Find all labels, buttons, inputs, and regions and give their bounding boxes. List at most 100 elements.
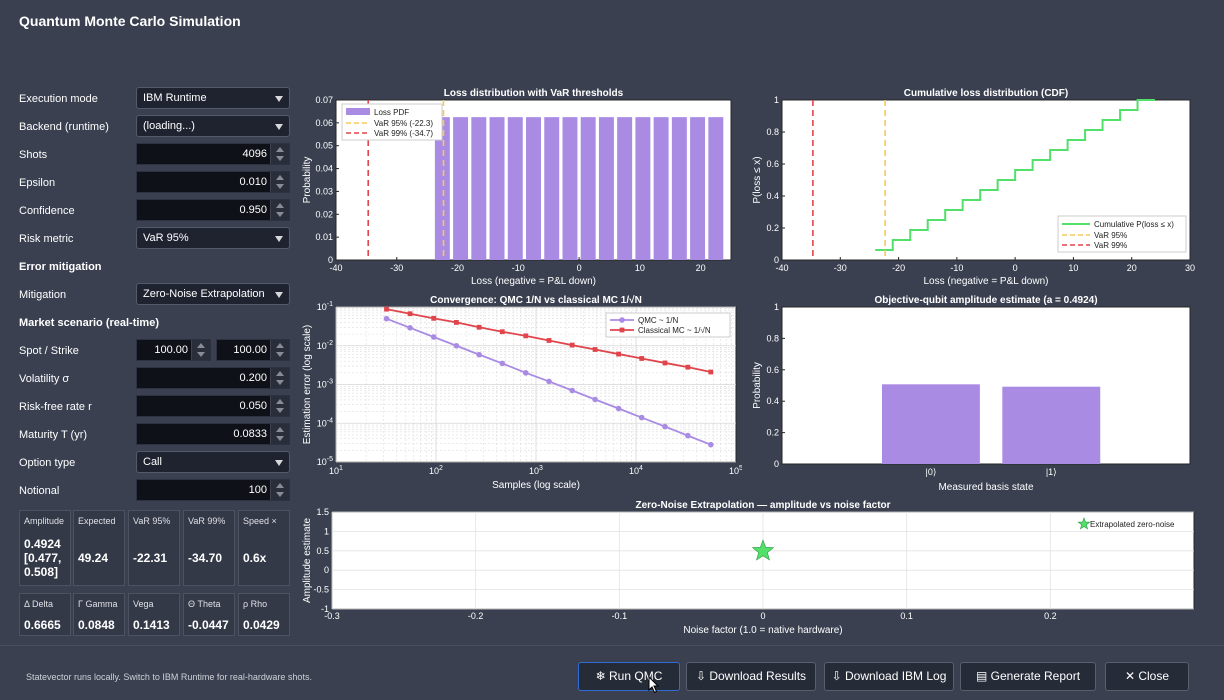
cdf-chart: Cumulative loss distribution (CDF) -40 -30… (752, 88, 1195, 287)
download-ibm-log-button[interactable]: ⇩ Download IBM Log (824, 662, 954, 691)
metric-card-expected: Expected 49.24 (73, 510, 125, 586)
y-tick-label: 0.6 (766, 159, 779, 169)
greek-card-gamma: Γ Gamma 0.0848 (73, 593, 125, 636)
metric-value: 0.6x (243, 551, 267, 565)
bar (471, 117, 487, 260)
notional-value: 100 (248, 484, 267, 496)
data-point (476, 351, 482, 358)
metric-value: -34.70 (188, 551, 223, 565)
spinner-arrows-icon[interactable] (191, 340, 210, 360)
legend-label: Loss PDF (374, 108, 409, 117)
chevron-down-icon (275, 292, 283, 298)
confidence-field[interactable]: 0.950 (136, 199, 290, 221)
execution-mode-select[interactable]: IBM Runtime (136, 87, 290, 109)
x-tick-label: 20 (696, 263, 706, 273)
spinner-arrows-icon[interactable] (270, 480, 289, 500)
spinner-arrows-icon[interactable] (270, 368, 289, 388)
backend-select[interactable]: (loading...) (136, 115, 290, 137)
x-tick-label: -0.3 (324, 611, 340, 621)
data-point (431, 315, 437, 321)
x-tick-label: 10 (635, 263, 645, 273)
chevron-down-icon (275, 124, 283, 130)
greek-card-delta: Δ Delta 0.6665 (19, 593, 71, 636)
execution-mode-value: IBM Runtime (143, 92, 207, 104)
data-point (522, 370, 529, 376)
bar (453, 117, 469, 260)
close-button[interactable]: ✕ Close (1105, 662, 1189, 691)
y-tick-label: 10-4 (317, 417, 333, 428)
x-tick-label: 102 (429, 465, 443, 476)
data-point (499, 329, 505, 335)
confidence-value: 0.950 (239, 204, 267, 216)
metric-card-speed: Speed × 0.6x (238, 510, 290, 586)
spinner-arrows-icon[interactable] (270, 340, 289, 360)
risk-free-label: Risk-free rate r (19, 401, 92, 413)
run-qmc-button[interactable]: ❄ Run QMC (578, 662, 680, 691)
data-point (430, 334, 437, 340)
spot-value: 100.00 (154, 344, 188, 356)
option-type-select[interactable]: Call (136, 451, 290, 473)
y-tick-label: -0.5 (313, 585, 329, 595)
error-mitigation-heading: Error mitigation (19, 261, 102, 273)
shots-label: Shots (19, 149, 48, 161)
confidence-label: Confidence (19, 205, 75, 217)
y-tick-label: 10-3 (317, 379, 333, 390)
zne-chart: Zero-Noise Extrapolation — amplitude vs … (302, 500, 1195, 636)
maturity-value: 0.0833 (233, 428, 267, 440)
data-point (546, 378, 552, 385)
chevron-down-icon (275, 236, 283, 242)
y-axis-label: Probability (302, 157, 313, 204)
legend-box (605, 312, 731, 338)
execution-mode-label: Execution mode (19, 93, 98, 105)
bar (617, 117, 633, 260)
x-axis-label: Loss (negative = P&L down) (924, 276, 1049, 287)
spot-field[interactable]: 100.00 (136, 339, 211, 361)
y-tick-label: 1 (774, 302, 779, 312)
metric-label: Speed × (243, 516, 277, 526)
x-tick-label: -30 (390, 263, 403, 273)
notional-field[interactable]: 100 (136, 479, 290, 501)
chart-title: Cumulative loss distribution (CDF) (904, 88, 1068, 99)
shots-field[interactable]: 4096 (136, 143, 290, 165)
download-results-button[interactable]: ⇩ Download Results (686, 662, 816, 691)
risk-metric-select[interactable]: VaR 95% (136, 227, 290, 249)
bar (1002, 386, 1101, 464)
risk-free-field[interactable]: 0.050 (136, 395, 290, 417)
legend-swatch (619, 317, 625, 323)
maturity-field[interactable]: 0.0833 (136, 423, 290, 445)
backend-label: Backend (runtime) (19, 121, 109, 133)
spinner-arrows-icon[interactable] (270, 396, 289, 416)
spinner-arrows-icon[interactable] (270, 424, 289, 444)
spinner-arrows-icon[interactable] (270, 144, 289, 164)
legend-label: VaR 99% (-34.7) (374, 129, 433, 138)
data-point (499, 360, 506, 367)
x-tick-label: 0 (760, 611, 765, 621)
strike-value: 100.00 (233, 344, 267, 356)
data-point (523, 333, 529, 339)
x-tick-label: 104 (629, 465, 643, 476)
volatility-field[interactable]: 0.200 (136, 367, 290, 389)
bar (881, 384, 980, 464)
x-tick-label: -20 (892, 263, 905, 273)
chevron-down-icon (275, 96, 283, 102)
data-point (546, 338, 552, 343)
metric-card-var99: VaR 99% -34.70 (183, 510, 235, 586)
legend-label: Extrapolated zero-noise (1090, 520, 1175, 529)
strike-field[interactable]: 100.00 (216, 339, 290, 361)
spinner-arrows-icon[interactable] (270, 172, 289, 192)
data-point (384, 306, 389, 312)
x-tick-label: 0.2 (1044, 611, 1057, 621)
data-point (592, 396, 598, 403)
x-tick-label: |0⟩ (925, 467, 936, 477)
maturity-label: Maturity T (yr) (19, 429, 88, 441)
mitigation-select[interactable]: Zero-Noise Extrapolation (136, 283, 290, 305)
spinner-arrows-icon[interactable] (270, 200, 289, 220)
x-tick-label: 101 (329, 465, 343, 476)
epsilon-field[interactable]: 0.010 (136, 171, 290, 193)
metric-card-amplitude: Amplitude 0.4924 [0.477, 0.508] (19, 510, 71, 586)
x-tick-label: -10 (512, 263, 525, 273)
x-tick-label: -20 (451, 263, 464, 273)
bar (690, 117, 706, 260)
y-tick-label: 0.06 (315, 118, 333, 128)
generate-report-button[interactable]: ▤ Generate Report (960, 662, 1096, 691)
